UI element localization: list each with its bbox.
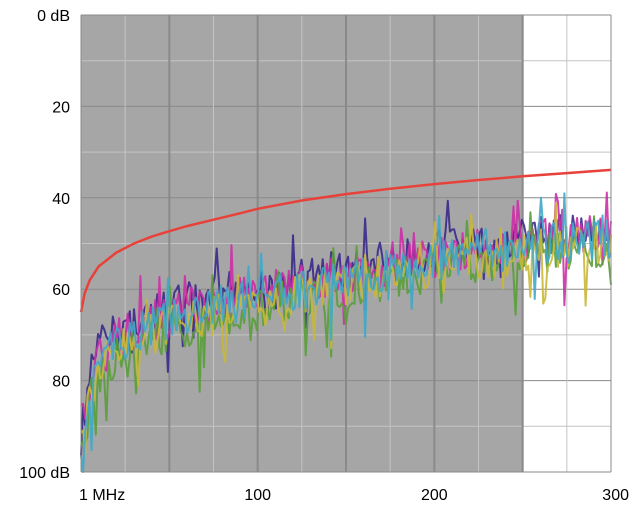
y-tick-label: 0 dB <box>37 8 70 25</box>
y-tick-label: 80 <box>52 374 70 391</box>
limit-curve <box>79 168 612 313</box>
limit-line <box>79 168 612 313</box>
axes <box>80 14 612 473</box>
x-tick-label: 300 <box>602 487 629 504</box>
y-tick-label: 20 <box>52 99 70 116</box>
y-tick-label: 60 <box>52 282 70 299</box>
data-series <box>80 191 612 473</box>
x-tick-label: 1 MHz <box>79 487 125 504</box>
y-tick-label: 100 dB <box>19 465 70 482</box>
x-tick-label: 100 <box>244 487 271 504</box>
y-tick-label: 40 <box>52 191 70 208</box>
series-trace <box>80 192 612 473</box>
tick-labels: 0 dB 20 40 60 80 100 dB 1 MHz 100 200 300 <box>19 8 629 504</box>
x-tick-label: 200 <box>421 487 448 504</box>
